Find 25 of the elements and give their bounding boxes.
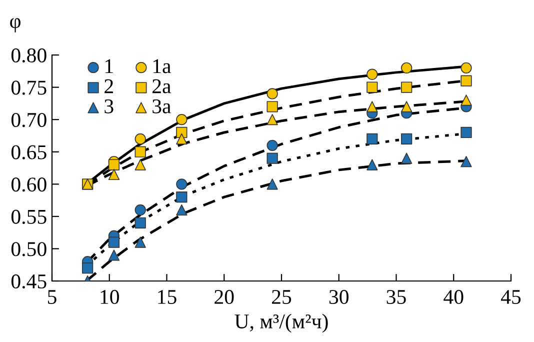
y-tick-label: 0.60	[11, 178, 46, 192]
y-tick-label: 0.50	[11, 242, 46, 256]
y-tick-label: 0.55	[11, 210, 46, 224]
legend-label: 3a	[152, 99, 171, 114]
y-tick-label: 0.80	[11, 48, 46, 63]
x-tick-label: 30	[329, 290, 348, 304]
x-tick-label: 45	[500, 290, 521, 304]
legend-label: 1a	[153, 59, 171, 74]
legend-label: 3	[104, 99, 114, 114]
x-tick-label: 35	[386, 290, 406, 304]
x-tick-label: 5	[48, 290, 56, 304]
x-tick-label: 25	[272, 290, 292, 304]
y-tick-label: 0.70	[11, 112, 46, 128]
x-tick-label: 15	[158, 290, 176, 304]
x-axis-title: U, м³/(м²ч)	[234, 314, 328, 333]
legend-label: 2a	[152, 79, 171, 94]
x-tick-label: 40	[444, 290, 464, 304]
y-tick-label: 0.65	[11, 145, 46, 160]
legend-label: 2	[104, 79, 113, 94]
y-tick-label: 0.45	[11, 274, 46, 289]
legend-label: 1	[106, 59, 113, 74]
x-tick-label: 10	[100, 290, 119, 304]
y-axis-title: φ	[10, 18, 20, 32]
x-tick-label: 20	[214, 290, 234, 304]
y-tick-label: 0.75	[11, 80, 46, 95]
